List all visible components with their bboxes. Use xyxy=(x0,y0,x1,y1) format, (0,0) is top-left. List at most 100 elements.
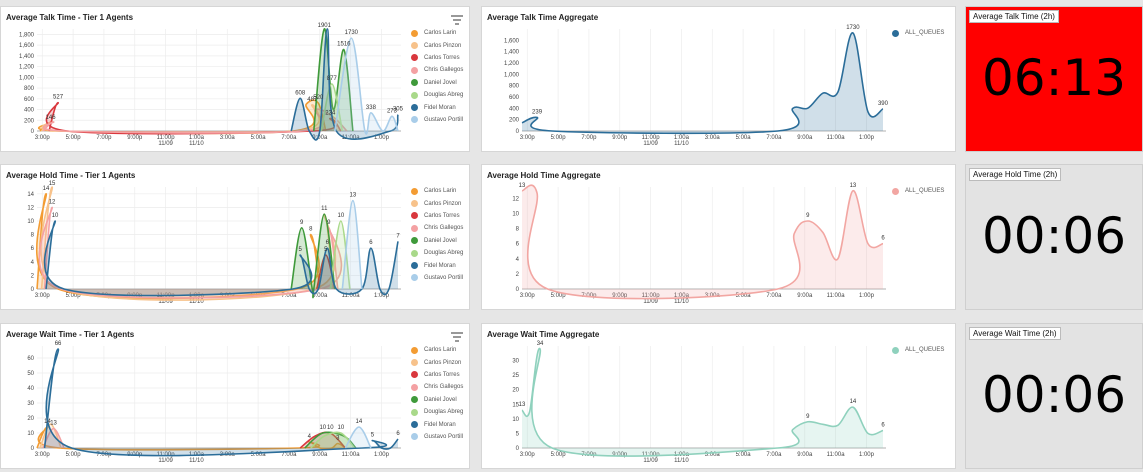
legend-label: Carlos Pinzon xyxy=(424,200,462,207)
data-label: 520 xyxy=(313,95,324,101)
x-tick-label: 11:00a xyxy=(342,452,361,458)
series-area xyxy=(44,221,398,296)
legend-item[interactable]: Chris Gallegos xyxy=(411,381,463,393)
legend-item[interactable]: Carlos Larin xyxy=(411,185,463,197)
legend-item[interactable]: Carlos Torres xyxy=(411,369,463,381)
series-area xyxy=(38,100,326,134)
x-tick-label: 3:00p xyxy=(35,293,51,299)
legend-item[interactable]: ALL_QUEUES xyxy=(892,27,944,39)
legend-item[interactable]: Gustavo Portill xyxy=(411,431,463,443)
x-tick-label: 11:00p xyxy=(642,135,661,141)
x-tick-label: 5:00a xyxy=(251,135,267,141)
y-tick-label: 4 xyxy=(31,260,35,266)
legend-item[interactable]: Carlos Larin xyxy=(411,344,463,356)
legend-dot-icon xyxy=(411,200,418,208)
series-area xyxy=(522,185,883,299)
series-line xyxy=(329,220,351,290)
y-tick-label: 60 xyxy=(27,356,34,362)
x-tick-label: 5:00p xyxy=(551,135,567,141)
y-tick-label: 0 xyxy=(516,446,520,452)
legend-item[interactable]: Chris Gallegos xyxy=(411,222,463,234)
x-tick-label: 9:00a xyxy=(797,293,813,299)
legend-item[interactable]: Fidel Moran xyxy=(411,259,463,271)
x-tick-label: 7:00p xyxy=(581,293,597,299)
stat-title: Average Talk Time (2h) xyxy=(969,10,1059,23)
y-tick-label: 6 xyxy=(31,246,35,252)
legend-item[interactable]: ALL_QUEUES xyxy=(892,185,944,197)
data-label: 10 xyxy=(319,425,326,431)
series-line xyxy=(334,37,399,135)
stat-value: 00:06 xyxy=(981,207,1127,265)
legend-item[interactable]: Carlos Larin xyxy=(411,27,463,39)
series-area xyxy=(522,32,883,134)
x-tick-label: 3:00p xyxy=(520,135,536,141)
x-tick-label: 5:00a xyxy=(736,135,752,141)
legend-item[interactable]: Carlos Torres xyxy=(411,52,463,64)
legend-item[interactable]: Carlos Pinzon xyxy=(411,356,463,368)
legend-item[interactable]: Gustavo Portill xyxy=(411,114,463,126)
legend-item[interactable]: Douglas Abreg xyxy=(411,89,463,101)
legend-item[interactable]: Carlos Torres xyxy=(411,210,463,222)
data-label: 5 xyxy=(324,247,328,253)
y-tick-label: 10 xyxy=(512,417,519,423)
series-area xyxy=(316,255,335,289)
series-area xyxy=(310,432,355,448)
y-tick-label: 1,400 xyxy=(504,50,520,56)
legend-item[interactable]: Daniel Jovel xyxy=(411,235,463,247)
legend-dot-icon xyxy=(411,262,418,270)
x-tick-label: 7:00a xyxy=(281,293,297,299)
legend-item[interactable]: Fidel Moran xyxy=(411,101,463,113)
legend-item[interactable]: Gustavo Portill xyxy=(411,272,463,284)
x-tick-label: 7:00p xyxy=(96,135,112,141)
data-label: 14 xyxy=(850,399,857,405)
x-tick-label: 1:00a xyxy=(189,135,205,141)
x-tick-label: 5:00a xyxy=(251,452,267,458)
data-label: 4 xyxy=(308,434,312,440)
panel-title: Average Talk Time - Tier 1 Agents xyxy=(6,13,134,22)
legend-item[interactable]: Daniel Jovel xyxy=(411,394,463,406)
aggregate-legend: ALL_QUEUES xyxy=(892,185,944,197)
data-label: 6 xyxy=(369,240,373,246)
series-line xyxy=(38,206,343,299)
legend-dot-icon xyxy=(411,212,418,220)
legend-item[interactable]: Chris Gallegos xyxy=(411,64,463,76)
x-tick-label: 9:00a xyxy=(312,293,328,299)
legend-label: Carlos Pinzon xyxy=(424,42,462,49)
legend-item[interactable]: Fidel Moran xyxy=(411,418,463,430)
data-label: 66 xyxy=(55,341,62,347)
legend-dot-icon xyxy=(411,371,418,379)
legend-dot-icon xyxy=(411,359,418,367)
legend-item[interactable]: Carlos Pinzon xyxy=(411,39,463,51)
legend-item[interactable]: Douglas Abreg xyxy=(411,406,463,418)
chart-svg: 0 2 4 6 8 10 12 3:00p 5:00p 7:00p 9:00p 11:00p11/09… xyxy=(512,183,886,305)
y-tick-label: 1,200 xyxy=(504,61,520,67)
x-tick-label: 1:00a xyxy=(674,293,690,299)
data-label: 608 xyxy=(295,90,306,96)
series-area xyxy=(291,214,335,298)
y-tick-label: 30 xyxy=(27,401,34,407)
legend-item[interactable]: ALL_QUEUES xyxy=(892,344,944,356)
aggregate-chart-panel: Average Talk Time Aggregate 0 200 400 600 800… xyxy=(481,6,956,152)
y-tick-label: 200 xyxy=(509,118,520,124)
x-tick-label: 7:00a xyxy=(766,135,782,141)
data-label: 6 xyxy=(396,431,400,437)
x-tick-label: 11:00a xyxy=(342,293,361,299)
data-label: 6 xyxy=(881,423,885,429)
legend-label: Carlos Larin xyxy=(424,30,457,37)
x-tick-label: 3:00p xyxy=(35,135,51,141)
legend-item[interactable]: Daniel Jovel xyxy=(411,77,463,89)
legend-item[interactable]: Carlos Pinzon xyxy=(411,197,463,209)
y-tick-label: 0 xyxy=(516,287,520,293)
data-label: 9 xyxy=(300,220,304,226)
legend-label: Chris Gallegos xyxy=(424,384,464,391)
x-tick-label: 5:00p xyxy=(551,452,567,458)
x-tick-label: 3:00p xyxy=(520,293,536,299)
filter-menu-icon[interactable] xyxy=(451,329,463,342)
aggregate-legend: ALL_QUEUES xyxy=(892,344,944,356)
legend-item[interactable]: Douglas Abreg xyxy=(411,247,463,259)
x-tick-label: 9:00a xyxy=(312,452,328,458)
filter-menu-icon[interactable] xyxy=(451,12,463,25)
series-line xyxy=(43,220,399,297)
y-tick-label: 1,800 xyxy=(19,32,35,38)
x-tick-label: 9:00p xyxy=(127,135,143,141)
